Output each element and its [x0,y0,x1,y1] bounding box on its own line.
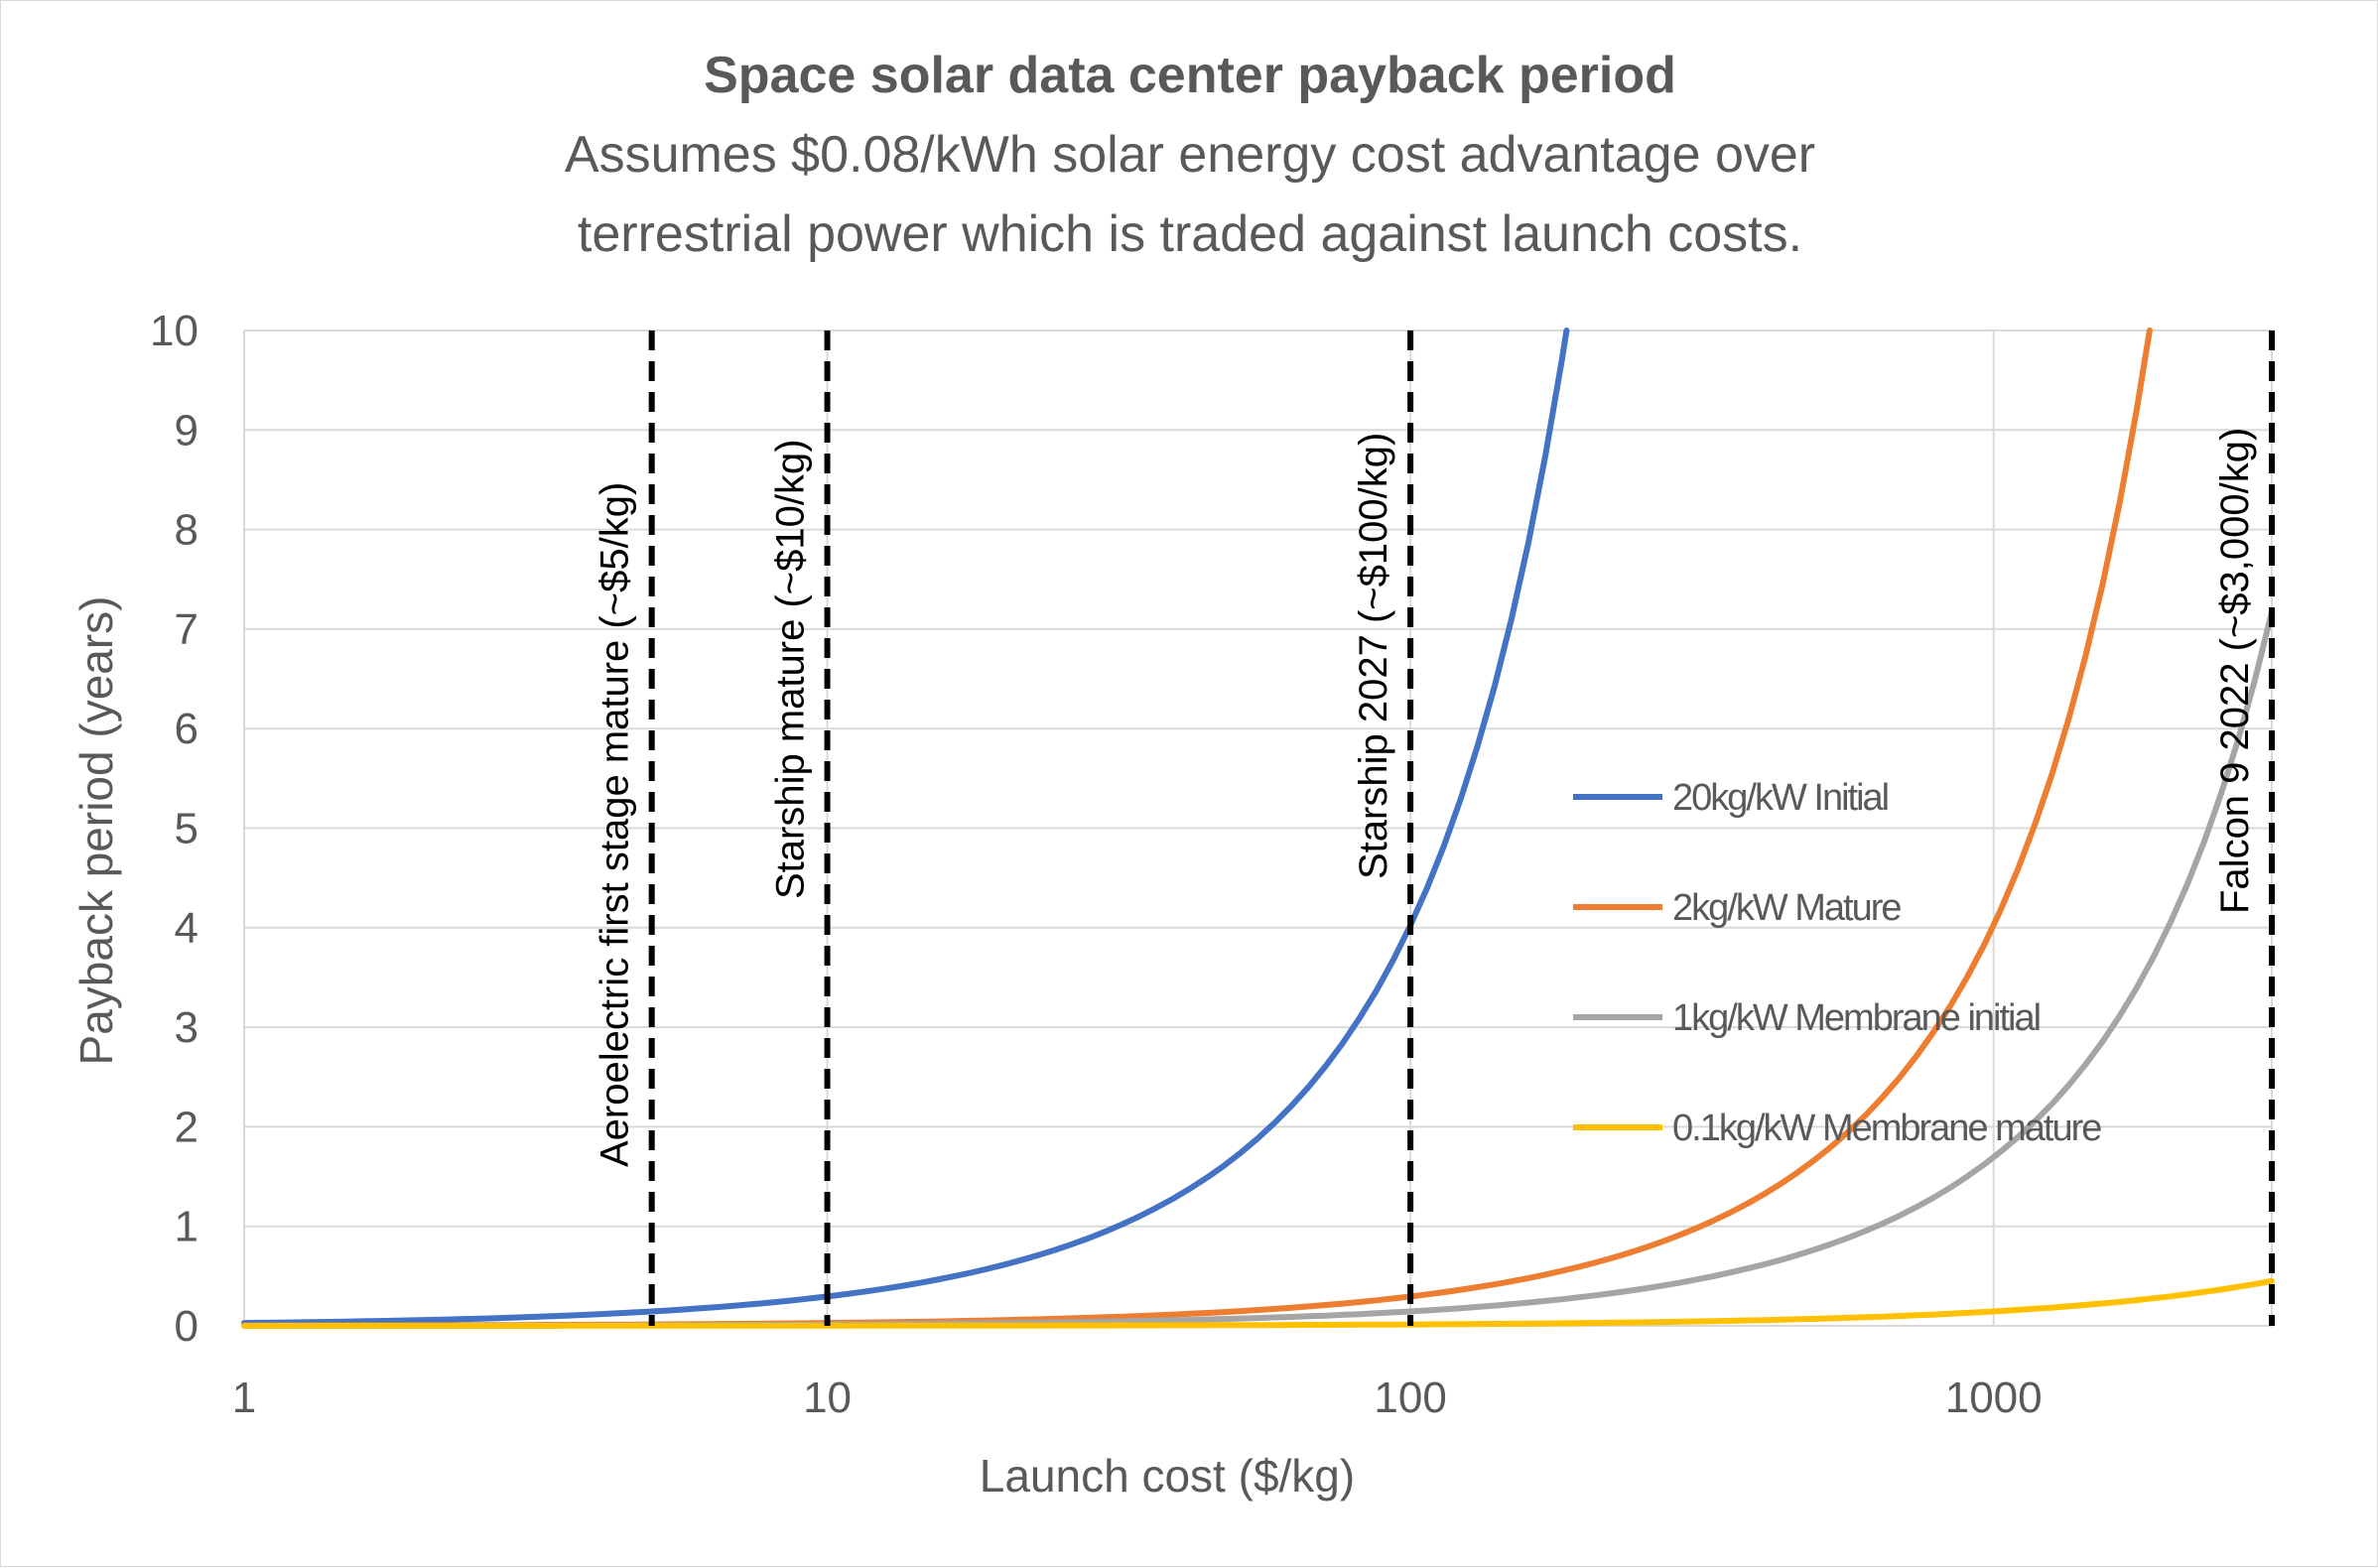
x-axis-label: Launch cost ($/kg) [980,1450,1355,1502]
series-lines [241,327,2275,1329]
y-tick-label: 2 [175,1103,198,1151]
y-tick-label: 10 [150,307,198,355]
y-tick-label: 9 [175,406,198,455]
vertical-markers: Aeroelectric first stage mature (~$5/kg)… [594,330,2275,1326]
y-tick-label: 1 [175,1203,198,1251]
y-tick-label: 5 [175,805,198,853]
chart-subtitle-line-2: terrestrial power which is traded agains… [578,205,1802,263]
y-tick-label: 4 [175,904,198,953]
chart-subtitle-line-1: Assumes $0.08/kWh solar energy cost adva… [565,126,1815,184]
x-tick-label: 10 [803,1373,852,1422]
x-tick-label: 1000 [1945,1373,2043,1422]
y-tick-label: 6 [175,705,198,753]
y-tick-label: 3 [175,1003,198,1052]
x-tick-label: 1 [232,1373,256,1422]
y-tick-label: 7 [175,605,198,654]
vertical-marker-label: Starship 2027 (~$100/kg) [1352,433,1395,879]
vertical-marker-label: Aeroelectric first stage mature (~$5/kg) [594,482,637,1167]
series-line [241,608,2275,1329]
legend-entry: 20kg/kW Initial [1672,777,1888,819]
legend-entry: 2kg/kW Mature [1672,887,1901,929]
y-axis-label: Payback period (years) [70,596,122,1066]
vertical-marker-label: Starship mature (~$10/kg) [769,439,813,899]
vertical-marker-label: Falcon 9 2022 (~$3,000/kg) [2213,428,2257,914]
legend-entry: 0.1kg/kW Membrane mature [1672,1108,2101,1149]
legend-entry: 1kg/kW Membrane initial [1672,997,2040,1039]
series-line [241,1277,2275,1329]
y-tick-label: 8 [175,506,198,555]
legend: 20kg/kW Initial 2kg/kW Mature 1kg/kW Membr… [1573,777,2103,1149]
chart-title: Space solar data center payback period [704,47,1676,104]
series-line [241,327,1570,1327]
y-tick-label: 0 [175,1302,198,1351]
x-tick-label: 100 [1374,1373,1446,1422]
